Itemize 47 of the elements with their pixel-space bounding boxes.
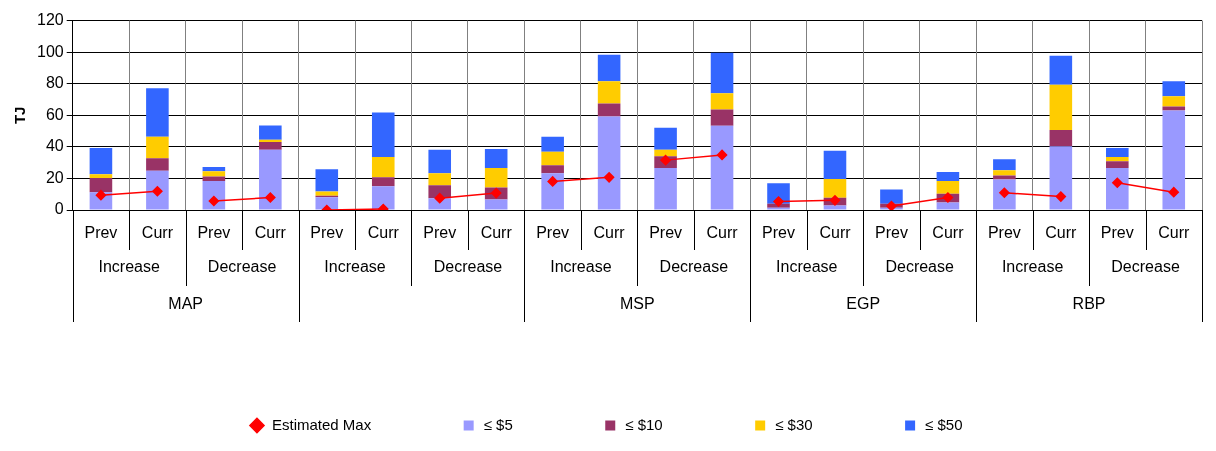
x-tick-label: Curr xyxy=(932,224,965,242)
legend-label: ≤ $10 xyxy=(625,415,663,433)
text: EGP xyxy=(846,295,881,313)
y-tick-label: 20 xyxy=(45,168,64,186)
text: Increase xyxy=(1001,258,1064,276)
y-tick-label: 100 xyxy=(36,42,64,60)
x-tick-label: Prev xyxy=(1100,224,1134,242)
y-tick-label: 120 xyxy=(36,11,64,29)
x-tick-label: Curr xyxy=(1158,224,1190,242)
text: Decrease xyxy=(659,258,729,276)
legend-label: Estimated Max xyxy=(271,415,372,433)
text: RBP xyxy=(1072,295,1106,313)
y-tick-label: 60 xyxy=(45,105,64,123)
x-tick-label: Curr xyxy=(141,224,174,242)
text: MSP xyxy=(620,295,655,313)
text: Increase xyxy=(550,258,612,276)
text: Decrease xyxy=(433,258,503,276)
x-tick-label: Curr xyxy=(706,224,739,242)
legend-label: ≤ $30 xyxy=(775,415,813,433)
text: Increase xyxy=(98,258,160,276)
y-axis-title: TJ xyxy=(11,106,29,125)
x-tick-label: Prev xyxy=(84,224,118,242)
x-tick-label: Curr xyxy=(367,224,400,242)
x-tick-label: Curr xyxy=(593,224,626,242)
legend-label: ≤ $50 xyxy=(925,415,963,433)
y-tick-label: 0 xyxy=(54,200,64,218)
x-tick-label: Curr xyxy=(819,224,852,242)
text: Decrease xyxy=(1111,258,1180,276)
x-tick-label: Prev xyxy=(536,224,570,242)
text: Increase xyxy=(324,258,386,276)
x-tick-label: Prev xyxy=(423,224,457,242)
x-tick-label: Curr xyxy=(1045,224,1078,242)
x-tick-label: Prev xyxy=(197,224,231,242)
text: Decrease xyxy=(207,258,277,276)
text: MAP xyxy=(168,295,203,313)
x-tick-label: Prev xyxy=(762,224,795,242)
x-tick-label: Prev xyxy=(987,224,1021,242)
x-tick-label: Prev xyxy=(310,224,344,242)
x-tick-label: Curr xyxy=(254,224,287,242)
text: Increase xyxy=(776,258,838,276)
x-tick-label: Prev xyxy=(649,224,683,242)
y-tick-label: 80 xyxy=(45,74,64,92)
y-tick-label: 40 xyxy=(45,137,64,155)
legend-label: ≤ $5 xyxy=(483,415,513,433)
text: Decrease xyxy=(885,258,955,276)
x-tick-label: Curr xyxy=(480,224,513,242)
x-tick-label: Prev xyxy=(874,224,908,242)
